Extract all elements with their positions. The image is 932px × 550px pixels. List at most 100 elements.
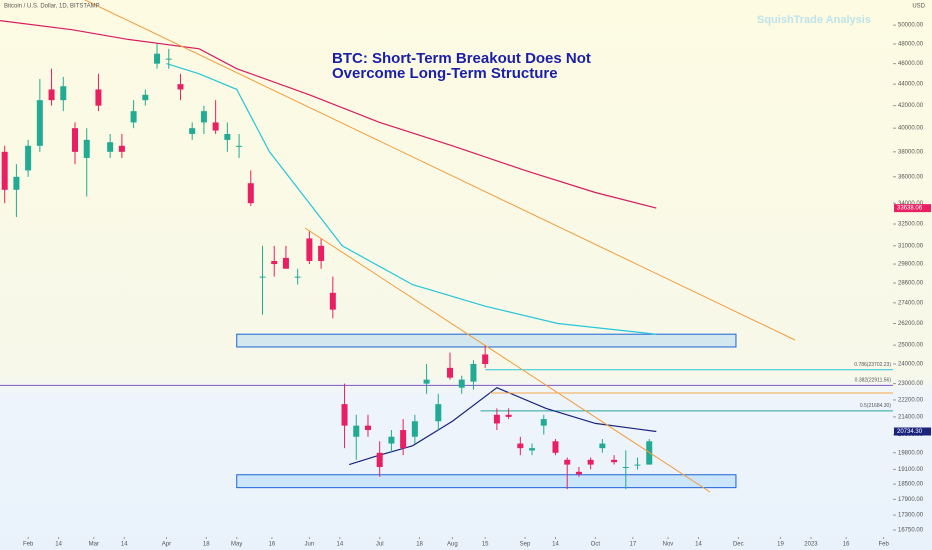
x-tick-label: Jun bbox=[305, 542, 315, 548]
x-tick-label: 14 bbox=[337, 542, 344, 548]
y-tick-label: 48000.00 bbox=[898, 42, 924, 48]
x-tick-label: 19 bbox=[777, 542, 784, 548]
candle-body bbox=[189, 128, 196, 134]
candle-body bbox=[212, 122, 219, 131]
x-tick-label: Nov bbox=[663, 542, 674, 548]
x-tick-label: 14 bbox=[55, 542, 62, 548]
x-tick-label: May bbox=[231, 542, 242, 548]
currency: USD bbox=[912, 4, 925, 10]
fib-label: 0.382(22911.56) bbox=[855, 378, 892, 384]
y-tick-label: 23000.00 bbox=[898, 381, 924, 387]
x-tick-label: 14 bbox=[552, 542, 559, 548]
x-tick-label: Apr bbox=[162, 542, 171, 548]
y-tick-label: 26200.00 bbox=[898, 321, 924, 327]
candle-body bbox=[447, 367, 454, 378]
candle-body bbox=[364, 425, 371, 431]
candle-body bbox=[318, 245, 325, 261]
candle-body bbox=[1, 151, 8, 190]
candle-body bbox=[118, 145, 125, 152]
fib-label: 0.786(23702.23) bbox=[854, 362, 891, 368]
y-tick-label: 31000.00 bbox=[898, 243, 924, 249]
price-label: 33638.06 bbox=[897, 206, 923, 212]
candle-body bbox=[470, 363, 477, 382]
candle-body bbox=[634, 464, 641, 466]
candle-body bbox=[493, 414, 500, 424]
price-label-box bbox=[894, 204, 931, 213]
candle-body bbox=[60, 86, 67, 101]
candle-body bbox=[306, 238, 313, 261]
y-tick-label: 16750.00 bbox=[898, 528, 924, 534]
candle-body bbox=[294, 276, 301, 278]
candle-body bbox=[611, 459, 618, 463]
y-tick-label: 17900.00 bbox=[898, 497, 924, 503]
y-tick-label: 22200.00 bbox=[898, 398, 924, 404]
chart-title: Overcome Long-Term Structure bbox=[332, 65, 558, 82]
candle-body bbox=[329, 292, 336, 310]
price-label-box bbox=[894, 427, 931, 436]
y-tick-label: 17300.00 bbox=[898, 513, 924, 519]
y-tick-label: 34000.00 bbox=[898, 201, 924, 207]
y-tick-label: 21400.00 bbox=[898, 414, 924, 420]
y-tick-label: 19800.00 bbox=[898, 450, 924, 456]
x-tick-label: Aug bbox=[447, 542, 458, 548]
x-tick-label: Feb bbox=[23, 542, 34, 548]
x-tick-label: 18 bbox=[416, 542, 423, 548]
candle-body bbox=[165, 58, 172, 60]
candle-body bbox=[142, 94, 149, 101]
moving-average bbox=[0, 20, 657, 209]
candle-body bbox=[83, 139, 90, 158]
y-tick-label: 50000.00 bbox=[898, 23, 924, 29]
candle-body bbox=[13, 176, 20, 190]
candle-body bbox=[224, 133, 231, 140]
chart-title: BTC: Short-Term Breakout Does Not bbox=[332, 50, 591, 67]
candle-body bbox=[552, 441, 559, 453]
candle-body bbox=[72, 128, 79, 152]
candle-body bbox=[575, 471, 582, 475]
candle-body bbox=[540, 419, 547, 426]
y-tick-label: 36000.00 bbox=[898, 174, 924, 180]
x-tick-label: 17 bbox=[629, 542, 636, 548]
candle-body bbox=[505, 414, 512, 417]
x-tick-label: 16 bbox=[843, 542, 850, 548]
candle-body bbox=[517, 443, 524, 449]
candle-body bbox=[400, 430, 407, 449]
candle-body bbox=[154, 53, 161, 64]
y-tick-label: 18500.00 bbox=[898, 482, 924, 488]
price-label: 20734.30 bbox=[897, 429, 923, 435]
trendline bbox=[84, 0, 796, 341]
y-tick-label: 29800.00 bbox=[898, 262, 924, 268]
candle-body bbox=[36, 100, 43, 146]
candle-body bbox=[236, 145, 243, 147]
candle-body bbox=[130, 111, 137, 123]
y-tick-label: 28600.00 bbox=[898, 281, 924, 287]
x-tick-label: 14 bbox=[695, 542, 702, 548]
y-tick-label: 38000.00 bbox=[898, 149, 924, 155]
x-tick-label: 16 bbox=[269, 542, 276, 548]
zone bbox=[236, 333, 737, 348]
x-tick-label: 18 bbox=[203, 542, 210, 548]
candle-body bbox=[247, 183, 254, 204]
candle-body bbox=[458, 379, 465, 388]
candle-body bbox=[25, 145, 32, 171]
y-tick-label: 27400.00 bbox=[898, 300, 924, 306]
candle-body bbox=[376, 452, 383, 467]
watermark: SquishTrade Analysis bbox=[757, 14, 871, 26]
candle-body bbox=[200, 111, 207, 123]
fib-label: 0.5(21684.30) bbox=[860, 403, 891, 409]
candle-body bbox=[341, 404, 348, 426]
y-tick-label: 42000.00 bbox=[898, 103, 924, 109]
x-tick-label: Mar bbox=[89, 542, 99, 548]
x-tick-label: 2023 bbox=[804, 542, 818, 548]
candle-body bbox=[271, 260, 278, 265]
trendline bbox=[304, 227, 711, 493]
candle-body bbox=[423, 379, 430, 384]
zone bbox=[236, 474, 737, 489]
y-tick-label: 19100.00 bbox=[898, 467, 924, 473]
candle-body bbox=[353, 425, 360, 437]
candle-body bbox=[107, 142, 114, 152]
symbol: Bitcoin / U.S. Dollar, 1D, BITSTAMP bbox=[4, 4, 100, 10]
candle-body bbox=[599, 443, 606, 449]
y-tick-label: 46000.00 bbox=[898, 61, 924, 67]
